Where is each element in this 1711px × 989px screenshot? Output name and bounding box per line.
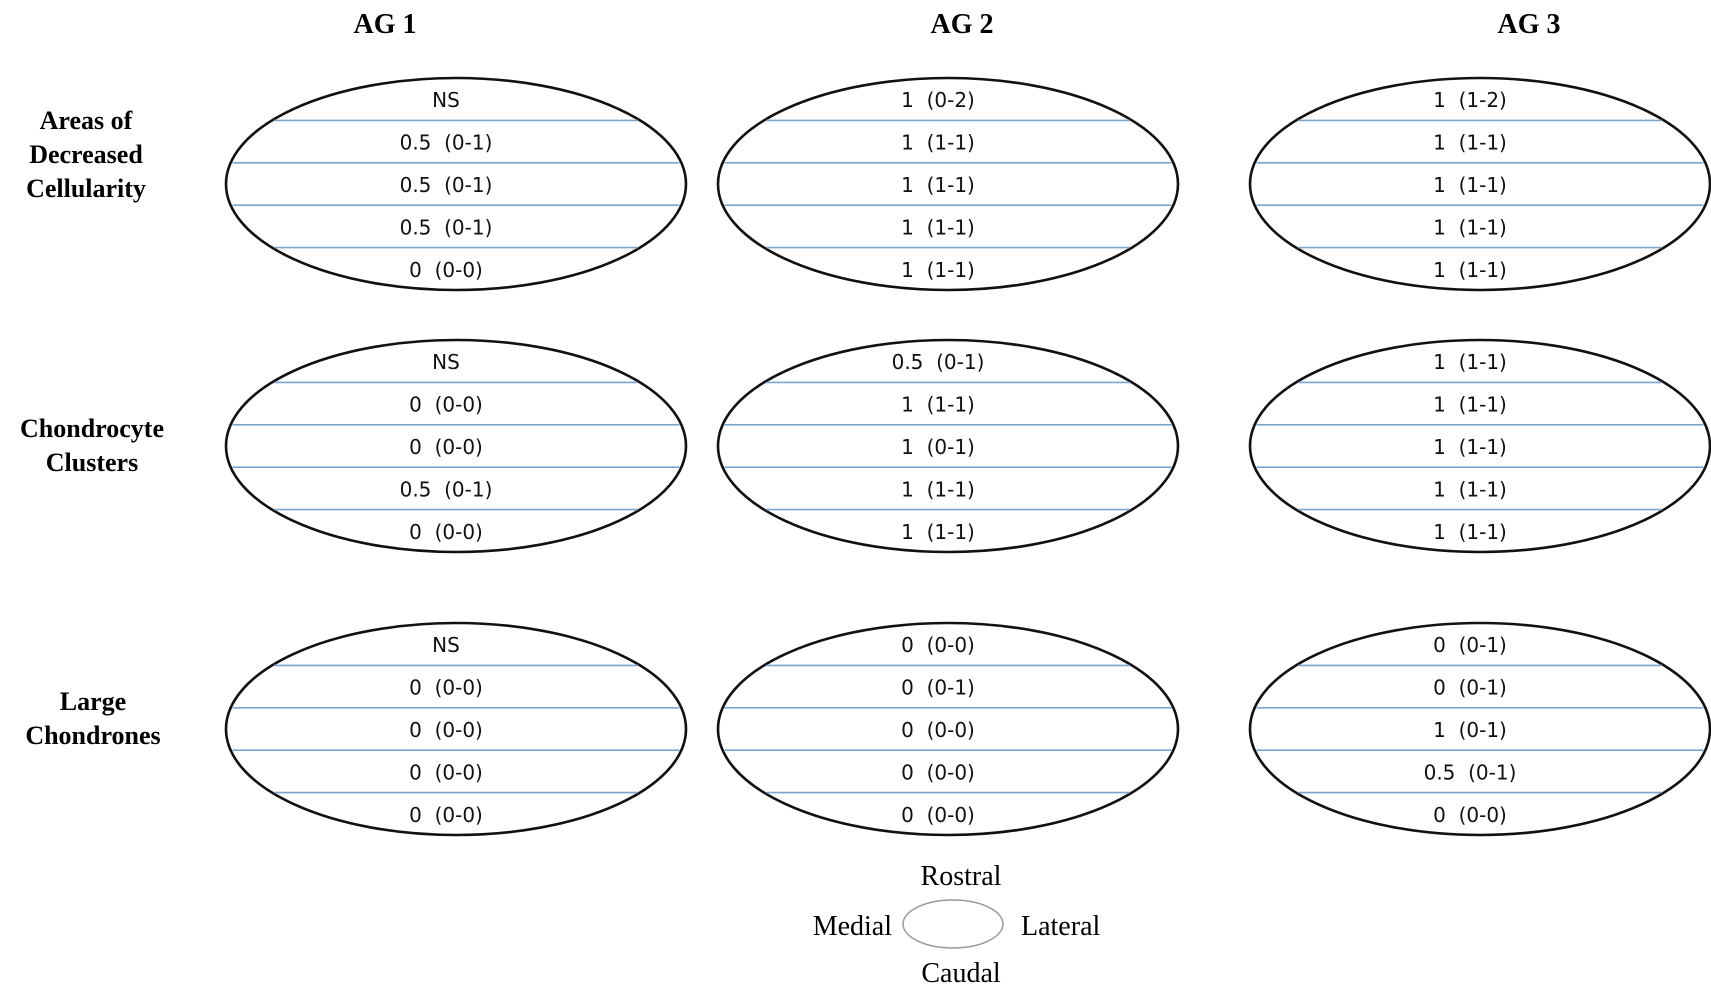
- band-score-1: 1 (0-2): [901, 88, 975, 112]
- band-score-1: NS: [432, 350, 460, 374]
- column-header-ag3: AG 3: [1498, 9, 1561, 40]
- band-score-2: 0 (0-1): [901, 676, 975, 700]
- legend-caudal: Caudal: [921, 958, 1001, 989]
- row-header-large-chondrones: Large Chondrones: [25, 687, 160, 750]
- band-score-3: 0 (0-0): [409, 435, 483, 459]
- band-score-3: 1 (0-1): [901, 435, 975, 459]
- legend-medial: Medial: [813, 911, 893, 942]
- band-score-4: 1 (1-1): [1433, 215, 1507, 239]
- band-score-2: 0 (0-1): [1433, 676, 1507, 700]
- oval-grid: NS 0.5 (0-1) 0.5 (0-1) 0.5 (0-1) 0 (0-0) 1 (0…: [224, 76, 1711, 837]
- row-header-line: Cellularity: [26, 174, 146, 203]
- band-score-2: 1 (1-1): [1433, 393, 1507, 417]
- column-header-ag2: AG 2: [931, 9, 994, 40]
- row-header-line: Areas of: [40, 106, 133, 135]
- band-score-5: 0 (0-0): [1433, 803, 1507, 827]
- band-score-3: 0 (0-0): [901, 718, 975, 742]
- band-score-3: 1 (1-1): [1433, 435, 1507, 459]
- row-header-decreased-cellularity: Areas of Decreased Cellularity: [26, 106, 146, 203]
- oval-outline: [224, 338, 688, 554]
- band-score-5: 1 (1-1): [1433, 520, 1507, 544]
- band-score-3: 1 (1-1): [1433, 173, 1507, 197]
- band-score-4: 0 (0-0): [409, 760, 483, 784]
- band-score-5: 0 (0-0): [409, 258, 483, 282]
- band-score-5: 1 (1-1): [901, 258, 975, 282]
- oval-decreased-cellularity-ag3: 1 (1-2) 1 (1-1) 1 (1-1) 1 (1-1) 1 (1-1): [1248, 76, 1711, 292]
- oval-outline: [716, 338, 1180, 554]
- oval-outline: [716, 76, 1180, 292]
- band-score-3: 1 (0-1): [1433, 718, 1507, 742]
- oval-outline: [716, 621, 1180, 837]
- band-score-4: 1 (1-1): [901, 215, 975, 239]
- band-score-5: 0 (0-0): [901, 803, 975, 827]
- legend-rostral: Rostral: [921, 861, 1002, 892]
- oval-large-chondrones-ag1: NS 0 (0-0) 0 (0-0) 0 (0-0) 0 (0-0): [224, 621, 688, 837]
- band-score-2: 1 (1-1): [1433, 131, 1507, 155]
- oval-outline: [224, 621, 688, 837]
- oval-outline: [224, 76, 688, 292]
- band-score-5: 0 (0-0): [409, 803, 483, 827]
- row-header-line: Chondrones: [25, 721, 160, 750]
- band-score-2: 0 (0-0): [409, 676, 483, 700]
- band-score-4: 1 (1-1): [901, 477, 975, 501]
- band-score-4: 1 (1-1): [1433, 477, 1507, 501]
- band-score-1: 0 (0-0): [901, 633, 975, 657]
- band-score-3: 1 (1-1): [901, 173, 975, 197]
- oval-chondrocyte-clusters-ag1: NS 0 (0-0) 0 (0-0) 0.5 (0-1) 0 (0-0): [224, 338, 688, 554]
- legend-oval-icon: [902, 899, 1004, 949]
- oval-decreased-cellularity-ag2: 1 (0-2) 1 (1-1) 1 (1-1) 1 (1-1) 1 (1-1): [716, 76, 1180, 292]
- oval-chondrocyte-clusters-ag2: 0.5 (0-1) 1 (1-1) 1 (0-1) 1 (1-1) 1 (1-1): [716, 338, 1180, 554]
- band-score-5: 1 (1-1): [901, 520, 975, 544]
- band-score-4: 0 (0-0): [901, 760, 975, 784]
- band-score-3: 0 (0-0): [409, 718, 483, 742]
- row-header-line: Decreased: [29, 140, 143, 169]
- band-score-4: 0.5 (0-1): [400, 215, 493, 239]
- band-score-5: 0 (0-0): [409, 520, 483, 544]
- oval-outline: [1248, 621, 1711, 837]
- band-score-5: 1 (1-1): [1433, 258, 1507, 282]
- band-score-1: NS: [432, 88, 460, 112]
- row-header-line: Chondrocyte: [20, 414, 164, 443]
- band-score-2: 1 (1-1): [901, 131, 975, 155]
- oval-large-chondrones-ag2: 0 (0-0) 0 (0-1) 0 (0-0) 0 (0-0) 0 (0-0): [716, 621, 1180, 837]
- band-score-1: 1 (1-1): [1433, 350, 1507, 374]
- band-score-3: 0.5 (0-1): [400, 173, 493, 197]
- row-header-line: Large: [60, 687, 126, 716]
- band-score-1: 0 (0-1): [1433, 633, 1507, 657]
- row-header-line: Clusters: [46, 448, 138, 477]
- band-score-2: 0 (0-0): [409, 393, 483, 417]
- oval-large-chondrones-ag3: 0 (0-1) 0 (0-1) 1 (0-1) 0.5 (0-1) 0 (0-0): [1248, 621, 1711, 837]
- oval-decreased-cellularity-ag1: NS 0.5 (0-1) 0.5 (0-1) 0.5 (0-1) 0 (0-0): [224, 76, 688, 292]
- oval-chondrocyte-clusters-ag3: 1 (1-1) 1 (1-1) 1 (1-1) 1 (1-1) 1 (1-1): [1248, 338, 1711, 554]
- band-score-1: 0.5 (0-1): [892, 350, 985, 374]
- column-header-ag1: AG 1: [354, 9, 417, 40]
- band-score-4: 0.5 (0-1): [400, 477, 493, 501]
- band-score-4: 0.5 (0-1): [1424, 760, 1517, 784]
- band-score-1: NS: [432, 633, 460, 657]
- oval-outline: [1248, 76, 1711, 292]
- band-score-2: 0.5 (0-1): [400, 131, 493, 155]
- band-score-1: 1 (1-2): [1433, 88, 1507, 112]
- band-score-2: 1 (1-1): [901, 393, 975, 417]
- orientation-legend: Rostral Medial Lateral Caudal: [813, 861, 1101, 989]
- row-header-chondrocyte-clusters: Chondrocyte Clusters: [20, 414, 164, 477]
- oval-outline: [1248, 338, 1711, 554]
- legend-lateral: Lateral: [1021, 911, 1100, 942]
